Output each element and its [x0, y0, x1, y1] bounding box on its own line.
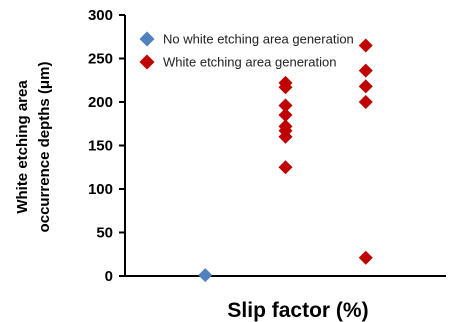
y-tick-label: 300: [88, 7, 113, 24]
point-white-etching: [358, 250, 373, 265]
axis-titles: Slip factor (%) White etching area occurre…: [14, 62, 369, 322]
point-white-etching: [278, 98, 293, 113]
point-white-etching: [358, 38, 373, 53]
y-axis-title-line2: occurrence depths (μm): [36, 62, 53, 233]
y-ticks: 0 50 100 150 200 250 300: [88, 7, 125, 285]
y-tick-label: 150: [88, 138, 113, 155]
point-white-etching: [358, 95, 373, 109]
y-tick-label: 200: [88, 94, 113, 111]
point-white-etching: [358, 79, 373, 94]
point-white-etching: [278, 80, 293, 95]
y-tick-label: 100: [88, 181, 113, 198]
point-white-etching: [278, 129, 293, 144]
y-axis-title-line1: White etching area: [14, 80, 31, 214]
point-white-etching: [278, 108, 293, 123]
point-white-etching: [278, 160, 293, 175]
point-white-etching: [358, 63, 373, 78]
legend: No white etching area generation White et…: [139, 31, 354, 70]
legend-marker-white-etching: [139, 54, 155, 70]
y-tick-label: 250: [88, 51, 113, 68]
y-tick-label: 0: [105, 268, 113, 285]
legend-label: No white etching area generation: [163, 32, 354, 47]
x-axis-title: Slip factor (%): [227, 299, 368, 322]
data-points: [198, 38, 373, 283]
point-no-white-etching: [198, 268, 213, 283]
y-tick-label: 50: [96, 225, 113, 242]
legend-label: White etching area generation: [163, 55, 336, 70]
legend-marker-no-white-etching: [139, 31, 155, 47]
